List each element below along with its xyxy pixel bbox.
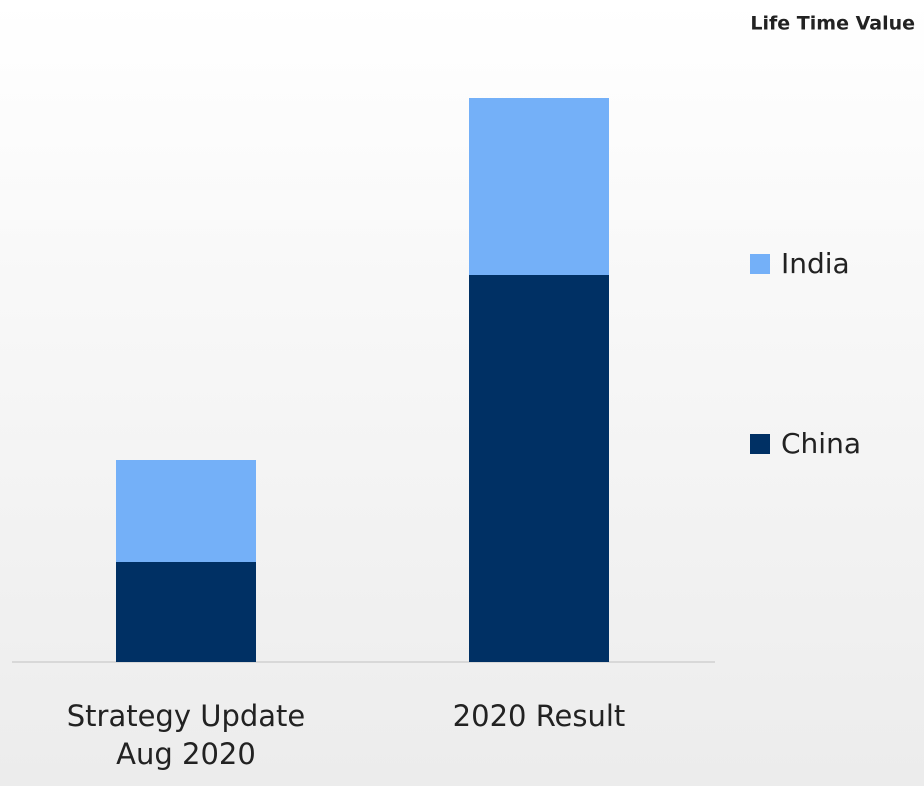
legend-label: China <box>781 427 861 460</box>
x-tick-label: 2020 Result <box>452 699 626 733</box>
legend-label: India <box>781 247 850 280</box>
bar-segment <box>469 98 609 275</box>
bar-segment <box>116 460 256 562</box>
legend-swatch <box>750 434 770 454</box>
bar-segment <box>116 562 256 662</box>
x-tick-label: Strategy Update Aug 2020 <box>66 699 306 771</box>
chart-title: Life Time Value <box>750 13 915 35</box>
legend-swatch <box>750 254 770 274</box>
bar-segment <box>469 275 609 662</box>
